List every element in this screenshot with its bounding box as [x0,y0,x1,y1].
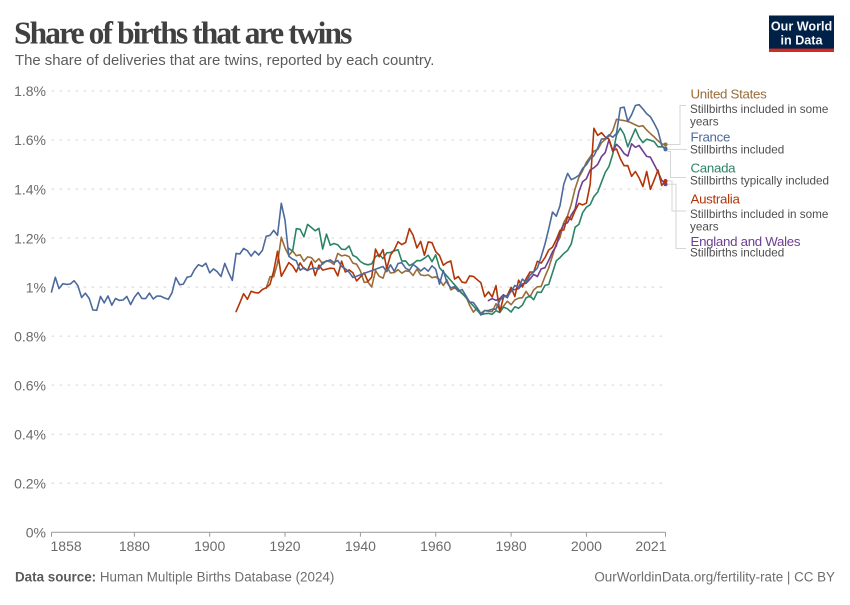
svg-text:Stillbirths included in some: Stillbirths included in some [690,103,828,116]
svg-text:France: France [691,129,731,144]
svg-text:years: years [690,220,719,233]
svg-text:United States: United States [691,86,768,101]
svg-text:1880: 1880 [119,538,150,554]
svg-text:The share of deliveries that a: The share of deliveries that are twins, … [15,53,434,69]
svg-text:1920: 1920 [269,538,300,554]
svg-text:0.8%: 0.8% [14,328,46,344]
svg-text:2000: 2000 [571,538,602,554]
svg-text:1.6%: 1.6% [14,132,46,148]
svg-text:0.4%: 0.4% [14,426,46,442]
svg-text:England and Wales: England and Wales [691,234,801,249]
svg-text:1940: 1940 [345,538,376,554]
svg-text:Share of births that are twins: Share of births that are twins [14,16,352,51]
svg-text:1980: 1980 [496,538,527,554]
svg-text:Stillbirths typically included: Stillbirths typically included [690,175,829,188]
svg-text:years: years [690,116,719,129]
svg-text:Stillbirths included: Stillbirths included [690,247,784,260]
svg-text:0%: 0% [26,524,46,540]
svg-text:1.4%: 1.4% [14,181,46,197]
svg-text:1%: 1% [26,279,46,295]
svg-text:Stillbirths included: Stillbirths included [690,143,784,156]
svg-text:1.8%: 1.8% [14,83,46,99]
svg-text:Data source: Human Multiple Bi: Data source: Human Multiple Births Datab… [15,570,334,585]
svg-text:Australia: Australia [691,191,741,206]
svg-text:2021: 2021 [635,538,666,554]
svg-text:1960: 1960 [420,538,451,554]
svg-text:0.6%: 0.6% [14,377,46,393]
svg-text:0.2%: 0.2% [14,475,46,491]
svg-text:1.2%: 1.2% [14,230,46,246]
svg-text:1858: 1858 [51,538,82,554]
svg-text:1900: 1900 [194,538,225,554]
svg-text:Stillbirths included in some: Stillbirths included in some [690,208,828,221]
svg-text:Canada: Canada [691,160,737,175]
svg-text:in Data: in Data [781,34,824,48]
svg-text:Our World: Our World [771,20,832,34]
svg-text:OurWorldinData.org/fertility-r: OurWorldinData.org/fertility-rate | CC B… [594,570,835,585]
